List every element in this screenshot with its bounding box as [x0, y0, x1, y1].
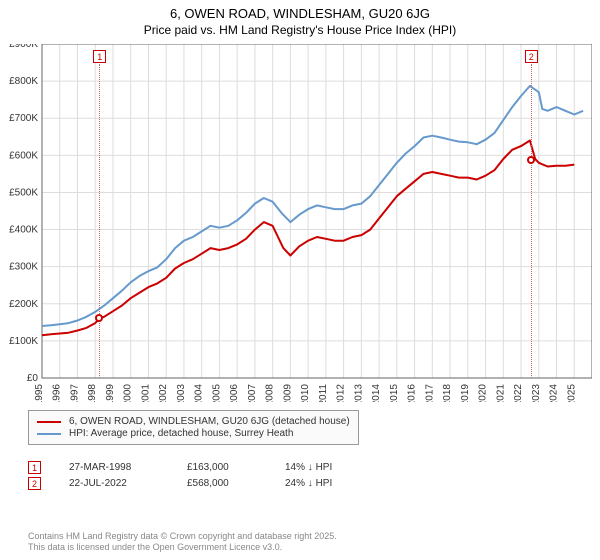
legend-row-1: 6, OWEN ROAD, WINDLESHAM, GU20 6JG (deta… — [37, 416, 350, 427]
footer-line-2: This data is licensed under the Open Gov… — [28, 542, 337, 554]
txn-date: 22-JUL-2022 — [69, 478, 159, 489]
txn-delta: 24% ↓ HPI — [285, 478, 332, 489]
marker-vline — [531, 64, 532, 378]
legend-label-2: HPI: Average price, detached house, Surr… — [69, 428, 293, 439]
marker-badge-chart: 2 — [525, 50, 538, 63]
svg-text:2006: 2006 — [229, 384, 240, 402]
svg-text:2009: 2009 — [282, 384, 293, 402]
svg-text:2004: 2004 — [194, 384, 205, 402]
svg-text:2013: 2013 — [353, 384, 364, 402]
svg-text:2015: 2015 — [389, 384, 400, 402]
svg-text:£700K: £700K — [9, 113, 38, 124]
txn-price: £568,000 — [187, 478, 257, 489]
title-line-1: 6, OWEN ROAD, WINDLESHAM, GU20 6JG — [0, 6, 600, 21]
svg-text:2018: 2018 — [442, 384, 453, 402]
svg-text:2003: 2003 — [176, 384, 187, 402]
svg-text:1995: 1995 — [34, 384, 45, 402]
legend: 6, OWEN ROAD, WINDLESHAM, GU20 6JG (deta… — [28, 410, 359, 445]
legend-swatch-1 — [37, 421, 61, 423]
marker-vline — [99, 64, 100, 378]
svg-text:£800K: £800K — [9, 76, 38, 87]
chart-title-block: 6, OWEN ROAD, WINDLESHAM, GU20 6JG Price… — [0, 0, 600, 37]
marker-dot — [527, 156, 535, 164]
svg-text:2011: 2011 — [318, 384, 329, 402]
legend-row-2: HPI: Average price, detached house, Surr… — [37, 428, 350, 439]
chart-svg: £0 £100K £200K £300K £400K £500K £600K £700K £80… — [6, 44, 592, 402]
chart-area: £0 £100K £200K £300K £400K £500K £600K £700K £80… — [6, 44, 592, 402]
txn-price: £163,000 — [187, 462, 257, 473]
svg-text:2014: 2014 — [371, 384, 382, 402]
svg-text:£400K: £400K — [9, 225, 38, 236]
svg-text:£100K: £100K — [9, 336, 38, 347]
svg-text:1996: 1996 — [52, 384, 63, 402]
svg-text:1997: 1997 — [69, 384, 80, 402]
svg-text:2016: 2016 — [407, 384, 418, 402]
svg-text:2000: 2000 — [123, 384, 134, 402]
marker-badge-1: 1 — [28, 461, 41, 474]
marker-badge-chart: 1 — [93, 50, 106, 63]
svg-text:2019: 2019 — [460, 384, 471, 402]
svg-text:£300K: £300K — [9, 262, 38, 273]
svg-text:1999: 1999 — [105, 384, 116, 402]
svg-text:2005: 2005 — [211, 384, 222, 402]
svg-text:2025: 2025 — [566, 384, 577, 402]
svg-text:2020: 2020 — [478, 384, 489, 402]
svg-text:2002: 2002 — [158, 384, 169, 402]
marker-badge-2: 2 — [28, 477, 41, 490]
svg-text:2021: 2021 — [495, 384, 506, 402]
title-line-2: Price paid vs. HM Land Registry's House … — [0, 23, 600, 37]
marker-dot — [95, 314, 103, 322]
svg-text:2008: 2008 — [265, 384, 276, 402]
transaction-table: 1 27-MAR-1998 £163,000 14% ↓ HPI 2 22-JU… — [28, 458, 332, 493]
svg-text:£500K: £500K — [9, 187, 38, 198]
svg-text:2023: 2023 — [531, 384, 542, 402]
txn-date: 27-MAR-1998 — [69, 462, 159, 473]
svg-text:2007: 2007 — [247, 384, 258, 402]
svg-text:1998: 1998 — [87, 384, 98, 402]
footer-line-1: Contains HM Land Registry data © Crown c… — [28, 531, 337, 543]
txn-delta: 14% ↓ HPI — [285, 462, 332, 473]
svg-text:2022: 2022 — [513, 384, 524, 402]
legend-label-1: 6, OWEN ROAD, WINDLESHAM, GU20 6JG (deta… — [69, 416, 350, 427]
footer-attribution: Contains HM Land Registry data © Crown c… — [28, 531, 337, 554]
svg-text:2024: 2024 — [549, 384, 560, 402]
svg-text:£900K: £900K — [9, 44, 38, 50]
svg-text:£200K: £200K — [9, 299, 38, 310]
svg-text:2010: 2010 — [300, 384, 311, 402]
svg-text:£600K: £600K — [9, 150, 38, 161]
table-row: 2 22-JUL-2022 £568,000 24% ↓ HPI — [28, 477, 332, 490]
svg-text:2001: 2001 — [140, 384, 151, 402]
svg-text:£0: £0 — [27, 373, 39, 384]
svg-text:2017: 2017 — [424, 384, 435, 402]
svg-text:2012: 2012 — [336, 384, 347, 402]
table-row: 1 27-MAR-1998 £163,000 14% ↓ HPI — [28, 461, 332, 474]
legend-swatch-2 — [37, 433, 61, 435]
